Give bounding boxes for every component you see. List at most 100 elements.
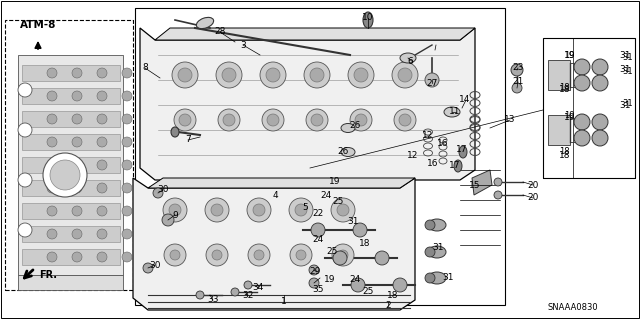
Circle shape: [50, 160, 80, 190]
Text: 26: 26: [337, 147, 349, 157]
Polygon shape: [155, 28, 475, 40]
Circle shape: [574, 130, 590, 146]
Text: FR.: FR.: [39, 270, 57, 280]
Circle shape: [72, 183, 82, 193]
Text: 6: 6: [407, 57, 413, 66]
Circle shape: [494, 191, 502, 199]
Text: 32: 32: [243, 291, 253, 300]
Circle shape: [267, 114, 279, 126]
Circle shape: [153, 188, 163, 198]
Circle shape: [248, 244, 270, 266]
Circle shape: [333, 251, 347, 265]
Text: 12: 12: [422, 130, 434, 139]
Circle shape: [393, 278, 407, 292]
Text: 17: 17: [456, 145, 468, 154]
Circle shape: [592, 75, 608, 91]
Circle shape: [331, 198, 355, 222]
Circle shape: [47, 183, 57, 193]
Text: 18: 18: [559, 151, 571, 160]
Text: 11: 11: [449, 108, 461, 116]
Text: ATM-8: ATM-8: [20, 20, 56, 30]
Text: 12: 12: [407, 151, 419, 160]
Text: 18: 18: [387, 292, 399, 300]
Circle shape: [97, 229, 107, 239]
Text: SNAAA0830: SNAAA0830: [548, 302, 598, 311]
Circle shape: [218, 109, 240, 131]
Bar: [22, 226, 120, 242]
Text: 10: 10: [362, 13, 374, 23]
Circle shape: [223, 114, 235, 126]
Circle shape: [348, 62, 374, 88]
Ellipse shape: [171, 127, 179, 137]
Circle shape: [47, 137, 57, 147]
Text: 31: 31: [623, 68, 634, 77]
Text: 14: 14: [460, 95, 470, 105]
Text: 20: 20: [527, 194, 539, 203]
Text: 24: 24: [312, 235, 324, 244]
Text: 30: 30: [149, 261, 161, 270]
Circle shape: [311, 223, 325, 237]
Circle shape: [72, 206, 82, 216]
Ellipse shape: [444, 107, 460, 117]
Ellipse shape: [428, 219, 446, 231]
Text: 35: 35: [312, 286, 324, 294]
Circle shape: [174, 109, 196, 131]
Circle shape: [122, 229, 132, 239]
Circle shape: [244, 281, 252, 289]
Text: 16: 16: [428, 159, 439, 167]
Circle shape: [425, 220, 435, 230]
Circle shape: [306, 109, 328, 131]
Circle shape: [97, 206, 107, 216]
Text: 31: 31: [620, 50, 631, 60]
Circle shape: [310, 68, 324, 82]
Polygon shape: [148, 178, 415, 188]
Text: 31: 31: [620, 100, 631, 109]
Text: 7: 7: [185, 136, 191, 145]
Circle shape: [172, 62, 198, 88]
Polygon shape: [133, 178, 415, 310]
Circle shape: [425, 247, 435, 257]
Circle shape: [72, 114, 82, 124]
Circle shape: [212, 250, 222, 260]
Circle shape: [296, 250, 306, 260]
Circle shape: [72, 137, 82, 147]
Text: 9: 9: [172, 211, 178, 219]
Text: 22: 22: [312, 209, 324, 218]
Text: 29: 29: [309, 268, 321, 277]
Bar: [548, 60, 570, 90]
Text: 31: 31: [432, 243, 444, 253]
Text: 17: 17: [449, 160, 461, 169]
Ellipse shape: [341, 147, 355, 157]
Circle shape: [216, 62, 242, 88]
Text: 5: 5: [302, 203, 308, 211]
Circle shape: [375, 251, 389, 265]
Circle shape: [163, 198, 187, 222]
Ellipse shape: [459, 146, 467, 158]
Circle shape: [304, 62, 330, 88]
Circle shape: [574, 75, 590, 91]
Circle shape: [425, 73, 439, 87]
Circle shape: [574, 59, 590, 75]
Bar: [22, 88, 120, 104]
Text: 19: 19: [564, 51, 574, 61]
Circle shape: [309, 278, 319, 288]
Circle shape: [311, 114, 323, 126]
Circle shape: [122, 252, 132, 262]
Ellipse shape: [363, 12, 373, 28]
Ellipse shape: [428, 246, 446, 258]
Circle shape: [178, 68, 192, 82]
Circle shape: [206, 244, 228, 266]
Circle shape: [332, 244, 354, 266]
Circle shape: [512, 83, 522, 93]
Bar: [22, 134, 120, 150]
Text: 24: 24: [321, 191, 332, 201]
Bar: [22, 111, 120, 127]
Text: 28: 28: [214, 27, 226, 36]
Circle shape: [260, 62, 286, 88]
Circle shape: [47, 252, 57, 262]
Circle shape: [266, 68, 280, 82]
Polygon shape: [18, 275, 123, 290]
Circle shape: [205, 198, 229, 222]
Text: 33: 33: [207, 295, 219, 305]
Text: 18: 18: [359, 239, 371, 248]
